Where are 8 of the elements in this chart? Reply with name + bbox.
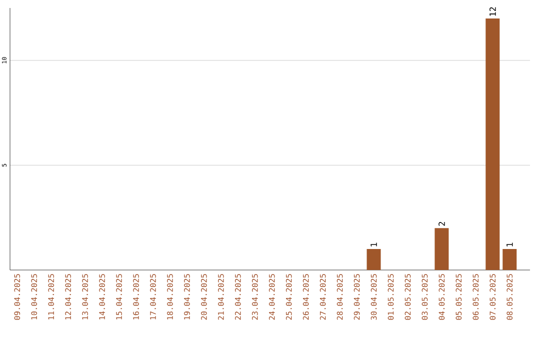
bar [434,228,449,270]
data-label: 2 [438,222,445,226]
bar [502,249,517,270]
data-label: 1 [370,242,377,246]
bar [366,249,381,270]
bar [486,18,500,270]
data-label: 12 [490,7,496,16]
data-label: 1 [506,242,513,246]
